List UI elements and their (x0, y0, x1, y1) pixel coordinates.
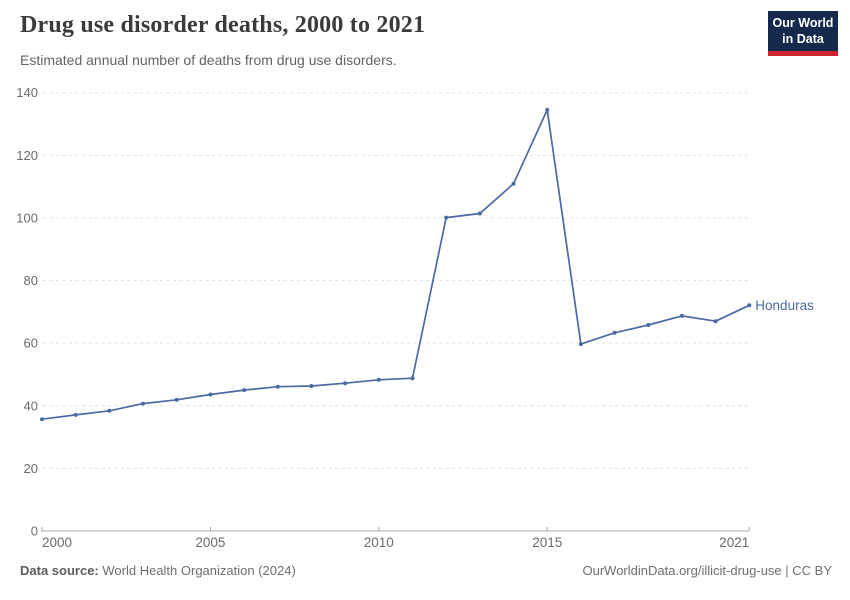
data-point[interactable] (40, 417, 44, 422)
x-tick-label: 2010 (364, 535, 394, 550)
data-point[interactable] (107, 408, 112, 413)
data-point[interactable] (612, 330, 617, 335)
owid-logo-line1: Our World (772, 16, 834, 30)
owid-logo[interactable]: Our World in Data (768, 11, 838, 56)
data-point[interactable] (275, 384, 280, 389)
series-end-label[interactable]: Honduras (755, 298, 814, 313)
y-tick-label: 0 (31, 524, 38, 539)
y-tick-label: 60 (24, 336, 38, 351)
data-point[interactable] (679, 313, 684, 318)
chart-title: Drug use disorder deaths, 2000 to 2021 (20, 12, 426, 38)
owid-logo-line2: in Data (782, 32, 824, 47)
data-point[interactable] (73, 412, 78, 417)
data-point[interactable] (578, 342, 583, 347)
y-tick-label: 20 (24, 461, 38, 476)
data-point[interactable] (646, 323, 651, 327)
data-point[interactable] (343, 381, 348, 386)
data-point[interactable] (477, 211, 482, 216)
x-tick-label: 2021 (719, 535, 749, 550)
data-point[interactable] (444, 215, 449, 220)
series-line (41, 109, 750, 421)
x-tick-label: 2015 (532, 535, 562, 550)
data-point[interactable] (545, 107, 550, 112)
y-tick-label: 120 (16, 148, 38, 163)
data-point[interactable] (141, 401, 145, 406)
chart-footer: Data source: World Health Organization (… (20, 563, 832, 578)
data-source: Data source: World Health Organization (… (20, 563, 296, 578)
data-point[interactable] (511, 181, 516, 186)
data-point[interactable] (242, 388, 247, 393)
data-point[interactable] (208, 392, 213, 397)
data-point[interactable] (713, 319, 718, 324)
data-point[interactable] (747, 303, 752, 308)
data-point[interactable] (309, 384, 314, 388)
line-chart[interactable]: 0 20 40 60 80 100 120 140 2000 2005 2010 2015 2021 Ho… (0, 85, 850, 555)
credit-link[interactable]: OurWorldinData.org/illicit-drug-use | CC… (582, 563, 833, 578)
x-tick-label: 2000 (42, 535, 72, 550)
y-tick-label: 100 (16, 210, 38, 225)
chart-subtitle: Estimated annual number of deaths from d… (20, 52, 397, 68)
y-tick-label: 140 (16, 85, 38, 100)
x-tick-label: 2005 (195, 535, 225, 550)
data-point[interactable] (376, 377, 381, 382)
data-point[interactable] (410, 376, 415, 381)
data-source-value: World Health Organization (2024) (102, 563, 296, 578)
y-tick-label: 40 (24, 398, 38, 413)
data-point[interactable] (174, 397, 179, 402)
data-source-label: Data source: (20, 563, 99, 578)
y-tick-label: 80 (24, 273, 38, 288)
